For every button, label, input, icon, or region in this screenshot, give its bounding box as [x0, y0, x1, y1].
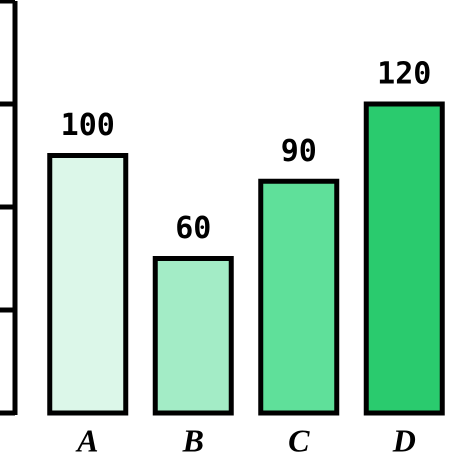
- value-label: 120: [377, 57, 431, 92]
- value-label: 60: [175, 211, 211, 246]
- bar: [47, 153, 129, 416]
- bar: [363, 101, 445, 416]
- value-label: 100: [61, 108, 115, 143]
- value-label: 90: [281, 134, 317, 169]
- x-tick-label: B: [182, 422, 204, 458]
- bar: [152, 256, 234, 416]
- bar: [258, 178, 340, 416]
- x-tick-label: A: [75, 422, 98, 458]
- x-tick-label: D: [392, 422, 416, 458]
- x-tick-label: C: [288, 422, 310, 458]
